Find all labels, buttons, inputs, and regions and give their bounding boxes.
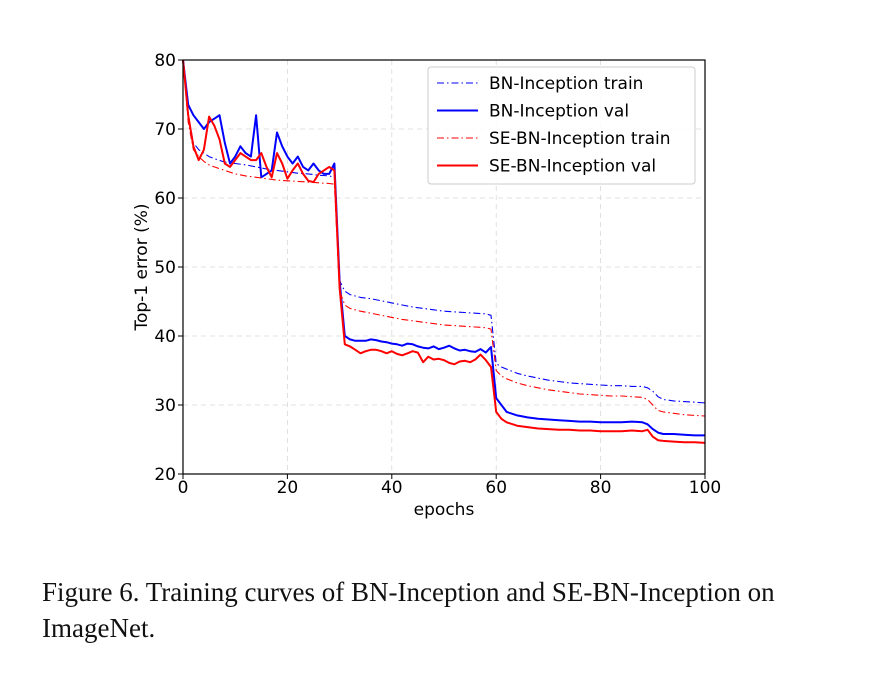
y-tick-label: 70 <box>154 120 176 140</box>
figure-caption: Figure 6. Training curves of BN-Inceptio… <box>42 577 775 643</box>
y-axis-title: Top-1 error (%) <box>132 203 152 331</box>
x-tick-label: 60 <box>485 478 507 498</box>
legend: BN-Inception train BN-Inception val SE-BN-… <box>427 66 696 185</box>
legend-label: BN-Inception train <box>489 74 643 94</box>
x-tick-label: 80 <box>590 478 612 498</box>
series-line-bn-inception-val <box>182 59 705 437</box>
x-tick-label: 40 <box>381 478 403 498</box>
legend-label: BN-Inception val <box>489 102 629 122</box>
y-tick-label: 50 <box>154 258 176 278</box>
series-line-se-bn-inception-train <box>182 59 706 417</box>
y-tick-label: 80 <box>154 51 176 71</box>
series-line-se-bn-inception-val <box>182 59 706 444</box>
x-axis-title: epochs <box>414 500 475 520</box>
x-tick-label: 20 <box>277 478 299 498</box>
y-tick-label: 30 <box>154 396 176 416</box>
y-tick-label: 20 <box>154 465 176 485</box>
series-layer <box>182 59 706 444</box>
legend-box <box>427 66 696 185</box>
y-tick-label: 40 <box>154 327 176 347</box>
series-line-bn-inception-train <box>182 59 706 404</box>
y-tick-label: 60 <box>154 189 176 209</box>
legend-label: SE-BN-Inception train <box>489 129 671 149</box>
legend-label: SE-BN-Inception val <box>489 157 656 177</box>
x-tick-label: 0 <box>178 478 189 498</box>
x-tick-label: 100 <box>689 478 721 498</box>
